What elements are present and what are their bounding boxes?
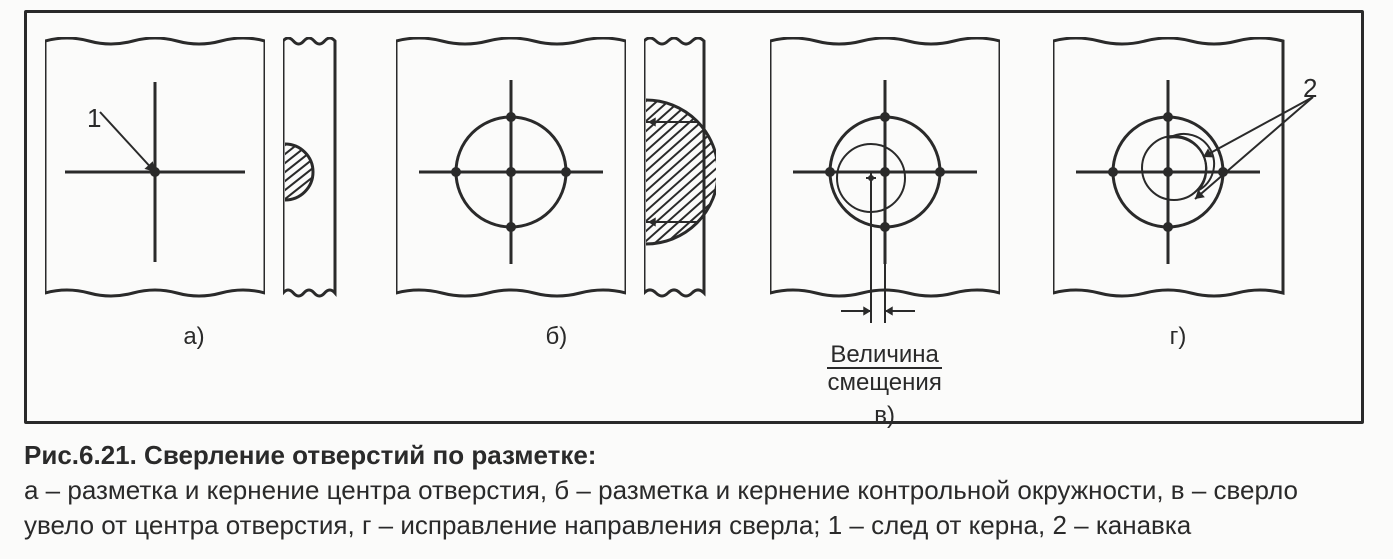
- sublabel-v: в): [874, 402, 895, 430]
- panel-g-wrap: 2 г): [1053, 37, 1343, 351]
- svg-text:1: 1: [87, 103, 101, 133]
- sublabel-b: б): [545, 323, 567, 351]
- panel-g-svg: 2: [1053, 37, 1343, 317]
- panel-a-svg: 1: [45, 37, 265, 317]
- sublabel-a: а): [183, 323, 204, 351]
- panel-b-wrap: б): [396, 37, 716, 351]
- panel-b-side-svg: [644, 37, 716, 317]
- panel-v-wrap: Величина смещения в): [770, 37, 1000, 430]
- caption-body: а – разметка и кернение центра отверстия…: [24, 475, 1298, 540]
- panel-a-wrap: 1 а): [45, 37, 343, 351]
- panel-b-pair: [396, 37, 716, 317]
- offset-label-line2: смещения: [827, 367, 941, 397]
- panel-b-svg: [396, 37, 626, 317]
- panel-a-side-svg: [283, 37, 343, 317]
- panel-v-svg: [770, 37, 1000, 337]
- caption-title: Рис.6.21. Сверление отверстий по разметк…: [24, 440, 596, 470]
- panels-row: 1 а) б) Величина смещения: [45, 37, 1343, 397]
- svg-text:2: 2: [1303, 73, 1317, 103]
- sublabel-g: г): [1170, 323, 1187, 351]
- offset-label: Величина смещения: [827, 341, 941, 396]
- figure-caption: Рис.6.21. Сверление отверстий по разметк…: [24, 438, 1369, 543]
- offset-label-line1: Величина: [827, 341, 941, 369]
- figure-frame: 1 а) б) Величина смещения: [24, 10, 1364, 424]
- page: 1 а) б) Величина смещения: [0, 0, 1393, 559]
- panel-a-pair: 1: [45, 37, 343, 317]
